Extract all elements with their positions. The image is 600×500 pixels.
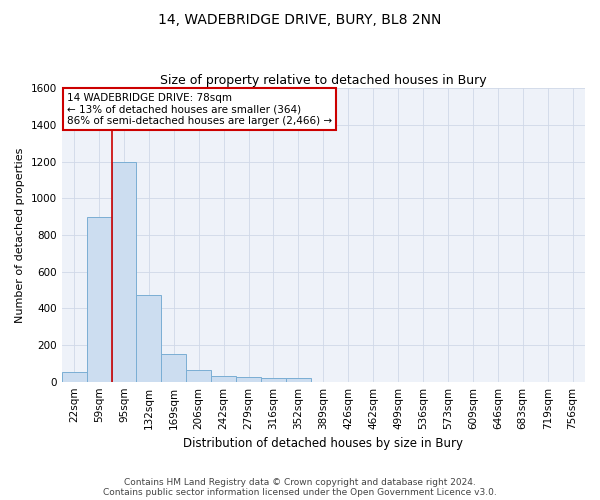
Bar [161,354,186,382]
Bar [136,296,161,382]
Bar [112,162,136,382]
Title: Size of property relative to detached houses in Bury: Size of property relative to detached ho… [160,74,487,87]
Bar [186,370,211,382]
Text: 14 WADEBRIDGE DRIVE: 78sqm
← 13% of detached houses are smaller (364)
86% of sem: 14 WADEBRIDGE DRIVE: 78sqm ← 13% of deta… [67,92,332,126]
Bar [211,376,236,382]
Bar [86,216,112,382]
Bar [286,378,311,382]
Bar [236,377,261,382]
Bar [62,372,86,382]
X-axis label: Distribution of detached houses by size in Bury: Distribution of detached houses by size … [184,437,463,450]
Text: 14, WADEBRIDGE DRIVE, BURY, BL8 2NN: 14, WADEBRIDGE DRIVE, BURY, BL8 2NN [158,12,442,26]
Text: Contains HM Land Registry data © Crown copyright and database right 2024.
Contai: Contains HM Land Registry data © Crown c… [103,478,497,497]
Y-axis label: Number of detached properties: Number of detached properties [15,147,25,322]
Bar [261,378,286,382]
